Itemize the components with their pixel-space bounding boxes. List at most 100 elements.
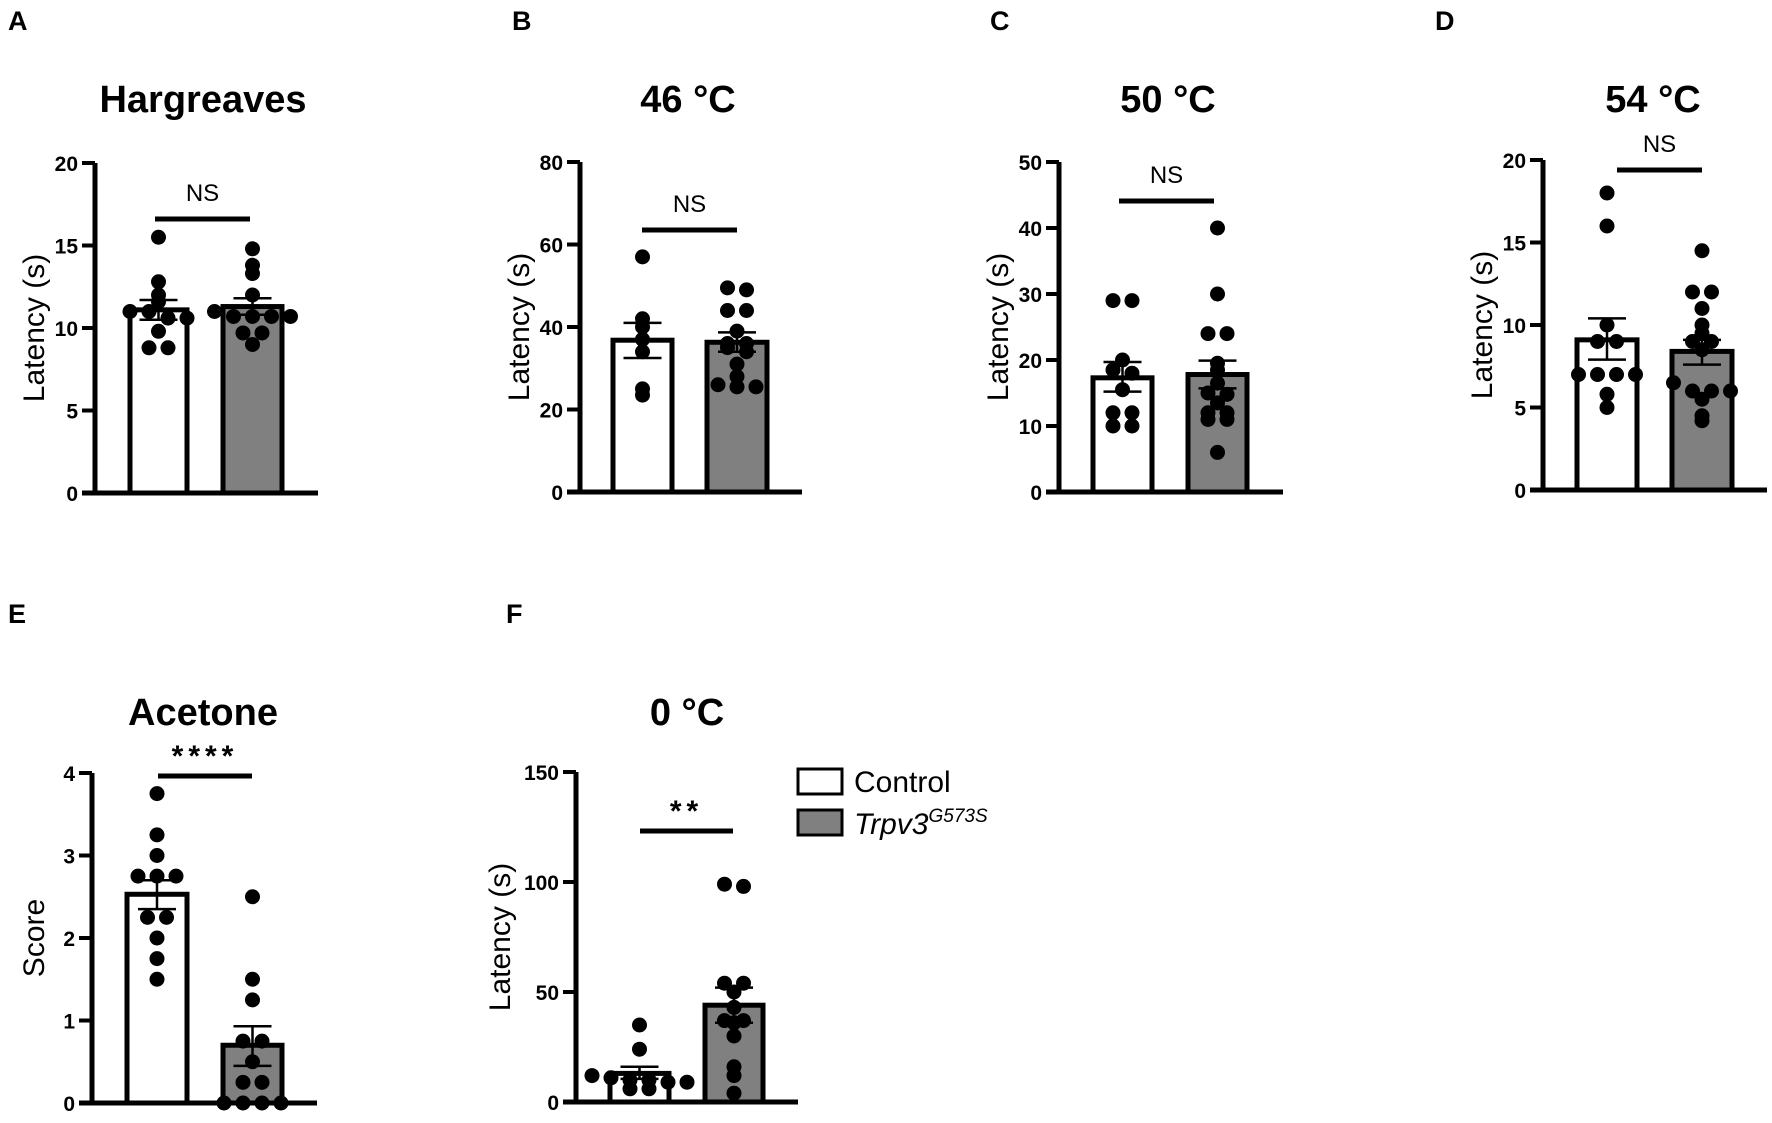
data-point <box>235 1033 251 1049</box>
significance-label: NS <box>186 180 219 207</box>
y-tick-label: 5 <box>1514 398 1526 421</box>
bar-mutant <box>220 304 285 496</box>
y-tick-label: 3 <box>63 846 75 869</box>
data-point <box>1590 334 1605 349</box>
data-point <box>1219 326 1235 342</box>
panel-b: B 46 °C Latency (s) 0 20 40 60 80 NS <box>503 6 802 505</box>
data-point <box>1219 386 1235 402</box>
y-tick-label: 0 <box>1514 480 1526 503</box>
legend-swatch-mutant <box>796 808 844 837</box>
data-point <box>1694 243 1710 259</box>
data-point <box>235 1074 251 1090</box>
data-point <box>739 282 754 298</box>
bar-control <box>1574 337 1640 493</box>
y-axis-label: Latency (s) <box>1466 251 1499 399</box>
data-point <box>1219 411 1235 427</box>
data-point <box>584 1068 600 1084</box>
bar-control <box>610 337 675 495</box>
data-point <box>748 379 764 395</box>
data-point <box>1694 391 1710 407</box>
data-point <box>245 992 260 1008</box>
data-point <box>1210 395 1225 411</box>
data-point <box>159 909 174 925</box>
y-axis-label: Latency (s) <box>18 254 51 402</box>
panel-title: 0 °C <box>650 692 724 734</box>
data-point <box>151 229 166 245</box>
y-tick-label: 0 <box>551 482 563 505</box>
data-point <box>632 1041 647 1057</box>
data-point <box>254 325 270 341</box>
y-tick-label: 20 <box>540 400 563 423</box>
data-point <box>720 280 735 296</box>
y-axis-label: Latency (s) <box>503 253 536 401</box>
panel-title: 50 °C <box>1120 79 1215 121</box>
data-point <box>1694 301 1710 316</box>
y-tick-label: 4 <box>63 763 75 786</box>
data-point <box>1105 362 1121 378</box>
panel-letter: F <box>506 599 523 629</box>
data-point <box>1124 405 1140 421</box>
data-point <box>245 337 260 352</box>
y-tick-label: 40 <box>1019 218 1042 241</box>
data-point <box>149 930 165 946</box>
panel-c: C 50 °C Latency (s) 0 10 20 30 40 50 NS <box>982 6 1283 505</box>
data-point <box>264 308 279 324</box>
data-point <box>679 1074 695 1090</box>
data-point <box>1105 418 1121 434</box>
bar-mutant <box>1185 372 1250 495</box>
y-tick-label: 0 <box>63 1093 75 1116</box>
panel-title: Hargreaves <box>99 79 306 121</box>
data-point <box>729 369 745 384</box>
data-point <box>1599 185 1615 201</box>
data-point <box>149 971 165 987</box>
y-tick-label: 50 <box>1019 152 1042 175</box>
y-axis-label: Latency (s) <box>484 863 517 1011</box>
data-point <box>254 1074 270 1090</box>
data-point <box>1666 375 1681 391</box>
data-point <box>149 786 165 802</box>
data-point <box>1210 444 1225 460</box>
data-point <box>245 308 260 324</box>
data-point <box>151 323 166 339</box>
data-point <box>1628 367 1643 382</box>
y-axis-label: Latency (s) <box>982 253 1015 401</box>
panel-e: E Acetone Score 0 1 2 3 4 **** <box>8 599 317 1116</box>
data-point <box>226 308 241 324</box>
y-tick-label: 100 <box>524 872 559 895</box>
data-point <box>632 1017 647 1033</box>
y-tick-label: 10 <box>55 318 78 341</box>
data-point <box>1599 218 1615 234</box>
data-point <box>245 889 260 905</box>
data-point <box>736 878 751 894</box>
data-point <box>160 310 176 326</box>
data-point <box>726 1068 742 1084</box>
data-point <box>207 304 222 319</box>
y-tick-label: 30 <box>1019 284 1042 307</box>
data-point <box>603 1070 619 1086</box>
data-point <box>1599 386 1615 402</box>
data-point <box>1210 286 1225 302</box>
data-point <box>254 1033 270 1049</box>
data-point <box>1124 365 1140 381</box>
data-point <box>1115 352 1130 368</box>
data-point <box>1685 284 1700 300</box>
legend: Control Trpv3G573S <box>796 766 988 841</box>
data-point <box>141 340 157 356</box>
panel-d: D 54 °C Latency (s) 0 5 10 15 20 NS <box>1435 6 1767 503</box>
data-point <box>622 1081 638 1097</box>
y-axis-label: Score <box>18 899 51 977</box>
y-tick-label: 0 <box>66 483 78 506</box>
y-tick-label: 20 <box>1503 150 1526 173</box>
data-point <box>726 1028 742 1044</box>
data-point <box>141 304 157 319</box>
panel-letter: E <box>8 599 26 629</box>
significance-label: ** <box>670 795 703 828</box>
y-tick-label: 1 <box>63 1011 75 1034</box>
y-tick-label: 2 <box>63 928 75 951</box>
data-point <box>739 303 754 318</box>
significance-label: **** <box>172 740 239 773</box>
data-point <box>635 387 650 403</box>
data-point <box>245 266 260 282</box>
y-tick-label: 0 <box>1030 482 1042 505</box>
